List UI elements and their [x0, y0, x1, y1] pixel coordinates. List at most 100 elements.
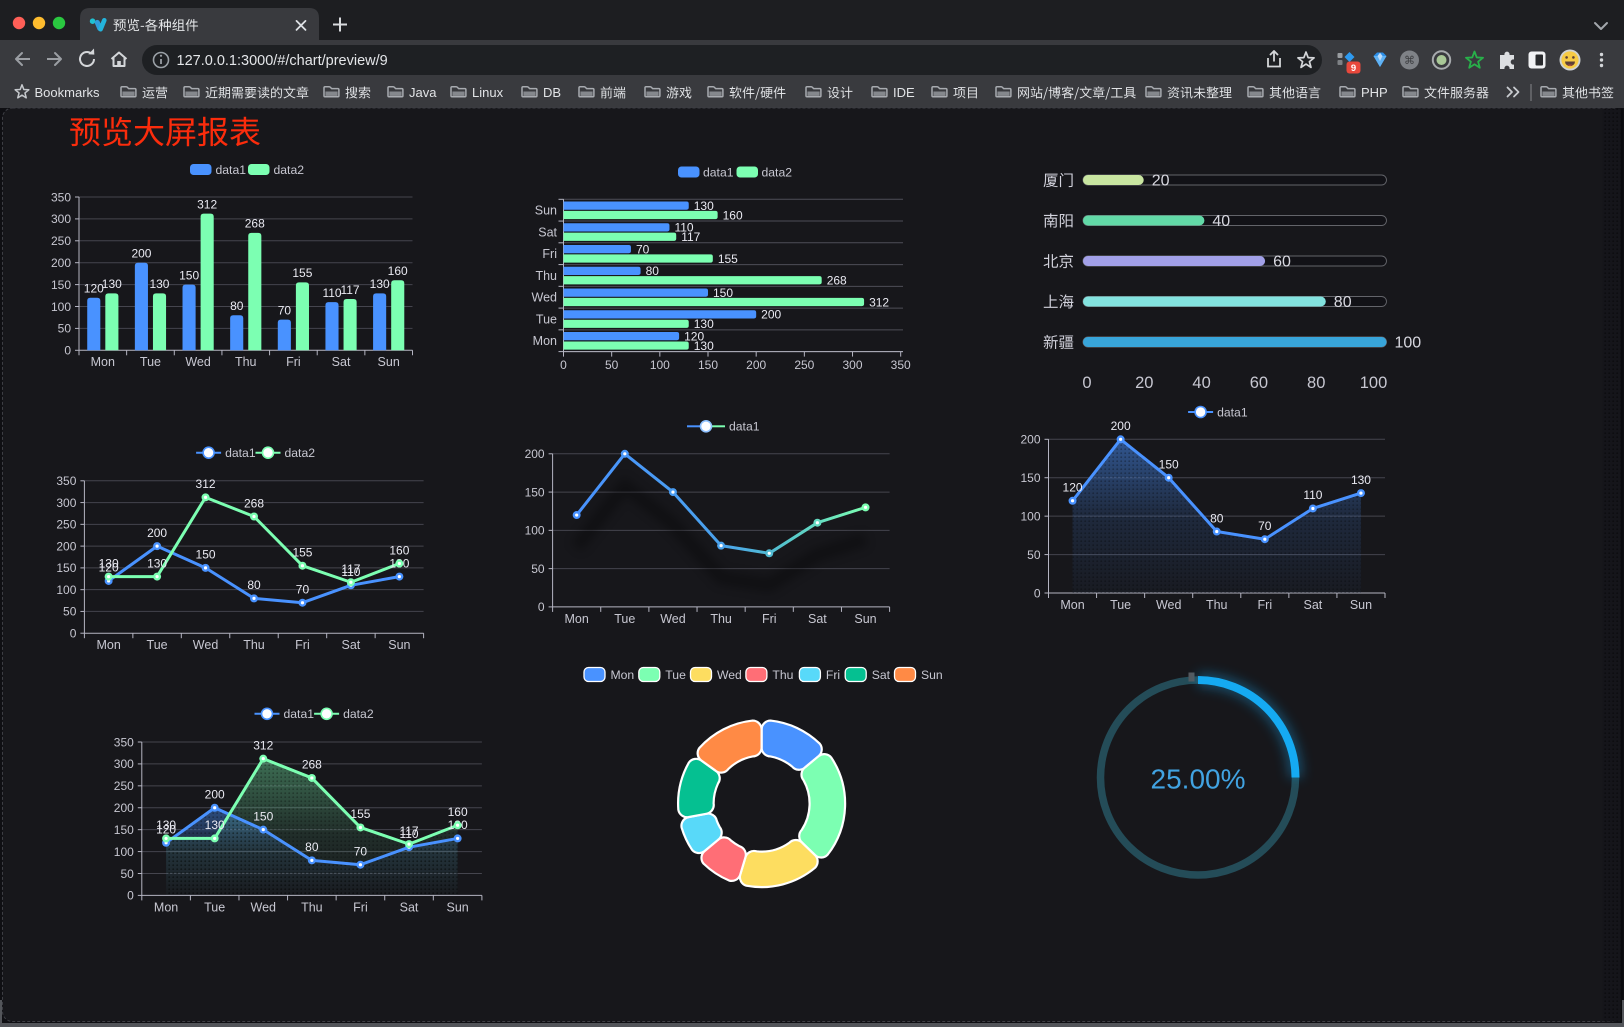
svg-text:120: 120 — [156, 823, 176, 837]
svg-text:200: 200 — [131, 246, 151, 260]
svg-text:120: 120 — [99, 561, 119, 575]
svg-text:data2: data2 — [343, 707, 374, 721]
svg-text:268: 268 — [827, 274, 847, 288]
svg-text:80: 80 — [305, 840, 319, 854]
svg-text:80: 80 — [247, 578, 261, 592]
svg-text:250: 250 — [794, 358, 814, 372]
svg-text:120: 120 — [84, 282, 104, 296]
svg-text:250: 250 — [114, 779, 134, 793]
svg-text:Tue: Tue — [614, 612, 635, 626]
svg-text:0: 0 — [127, 889, 134, 903]
svg-text:150: 150 — [1020, 471, 1040, 485]
svg-text:150: 150 — [698, 358, 718, 372]
svg-text:130: 130 — [694, 199, 714, 213]
svg-text:150: 150 — [196, 548, 216, 562]
svg-text:20: 20 — [1152, 173, 1170, 190]
svg-text:Wed: Wed — [193, 638, 219, 652]
svg-text:40: 40 — [1212, 213, 1230, 230]
svg-text:25.00%: 25.00% — [1151, 763, 1246, 794]
svg-text:120: 120 — [684, 329, 704, 343]
svg-text:100: 100 — [56, 583, 76, 597]
svg-text:data1: data1 — [1217, 405, 1248, 419]
svg-text:Wed: Wed — [251, 900, 277, 914]
svg-text:Fri: Fri — [542, 247, 557, 261]
svg-text:100: 100 — [1020, 509, 1040, 523]
svg-text:Wed: Wed — [1156, 598, 1182, 612]
svg-text:200: 200 — [1111, 419, 1131, 433]
svg-text:160: 160 — [389, 543, 409, 557]
svg-text:0: 0 — [64, 344, 71, 358]
svg-text:data1: data1 — [729, 420, 760, 434]
svg-text:160: 160 — [723, 208, 743, 222]
svg-text:0: 0 — [70, 626, 77, 640]
svg-text:100: 100 — [1395, 335, 1422, 352]
svg-text:117: 117 — [681, 230, 700, 244]
svg-text:150: 150 — [56, 561, 76, 575]
svg-text:Fri: Fri — [826, 668, 840, 682]
svg-text:127.0.0.1:3000/#/chart/preview: 127.0.0.1:3000/#/chart/preview/9 — [177, 53, 388, 69]
svg-text:Thu: Thu — [1206, 598, 1228, 612]
svg-text:312: 312 — [869, 295, 889, 309]
svg-text:0: 0 — [560, 358, 567, 372]
svg-text:117: 117 — [341, 562, 360, 576]
svg-text:PHP: PHP — [1361, 85, 1388, 100]
svg-text:Fri: Fri — [1258, 598, 1273, 612]
svg-text:150: 150 — [51, 278, 71, 292]
svg-text:155: 155 — [350, 807, 370, 821]
svg-text:312: 312 — [253, 738, 273, 752]
svg-text:0: 0 — [538, 600, 545, 614]
svg-text:Sun: Sun — [535, 204, 557, 218]
svg-text:Sat: Sat — [342, 638, 361, 652]
svg-text:50: 50 — [531, 562, 545, 576]
svg-text:Tue: Tue — [204, 900, 225, 914]
svg-text:Tue: Tue — [140, 355, 161, 369]
svg-text:Thu: Thu — [535, 269, 557, 283]
svg-text:80: 80 — [1210, 511, 1224, 525]
svg-text:Tue: Tue — [147, 638, 168, 652]
svg-text:110: 110 — [674, 221, 693, 235]
svg-text:130: 130 — [147, 556, 167, 570]
svg-text:Thu: Thu — [301, 900, 323, 914]
svg-text:130: 130 — [694, 339, 714, 353]
svg-text:20: 20 — [1135, 374, 1153, 392]
svg-text:80: 80 — [1307, 374, 1325, 392]
svg-text:data1: data1 — [225, 446, 256, 460]
svg-text:data2: data2 — [274, 163, 305, 177]
svg-text:200: 200 — [114, 801, 134, 815]
svg-text:⌘: ⌘ — [1404, 55, 1415, 67]
svg-text:160: 160 — [388, 264, 408, 278]
svg-text:Thu: Thu — [243, 638, 265, 652]
svg-text:312: 312 — [197, 197, 217, 211]
svg-text:Mon: Mon — [154, 900, 178, 914]
svg-text:200: 200 — [147, 526, 167, 540]
svg-text:130: 130 — [102, 277, 122, 291]
svg-text:312: 312 — [196, 477, 216, 491]
svg-text:Fri: Fri — [353, 900, 368, 914]
svg-text:155: 155 — [292, 266, 312, 280]
svg-text:0: 0 — [1082, 374, 1091, 392]
svg-text:50: 50 — [605, 358, 619, 372]
svg-text:200: 200 — [1020, 433, 1040, 447]
svg-text:150: 150 — [179, 268, 199, 282]
svg-text:Mon: Mon — [611, 668, 635, 682]
svg-text:Mon: Mon — [1060, 598, 1084, 612]
svg-text:200: 200 — [56, 539, 76, 553]
svg-text:300: 300 — [56, 496, 76, 510]
svg-text:130: 130 — [156, 818, 176, 832]
svg-text:Thu: Thu — [235, 355, 257, 369]
svg-text:70: 70 — [278, 303, 292, 317]
svg-text:Linux: Linux — [472, 85, 504, 100]
svg-text:Wed: Wed — [660, 612, 686, 626]
svg-text:200: 200 — [761, 308, 781, 322]
svg-text:Sun: Sun — [388, 638, 410, 652]
svg-text:Tue: Tue — [536, 312, 557, 326]
svg-text:50: 50 — [63, 605, 77, 619]
svg-text:130: 130 — [370, 277, 390, 291]
svg-text:300: 300 — [114, 757, 134, 771]
svg-text:350: 350 — [56, 474, 76, 488]
svg-text:150: 150 — [114, 823, 134, 837]
svg-text:80: 80 — [230, 299, 244, 313]
svg-text:80: 80 — [1334, 294, 1352, 311]
svg-text:Thu: Thu — [772, 668, 793, 682]
svg-text:130: 130 — [694, 317, 714, 331]
